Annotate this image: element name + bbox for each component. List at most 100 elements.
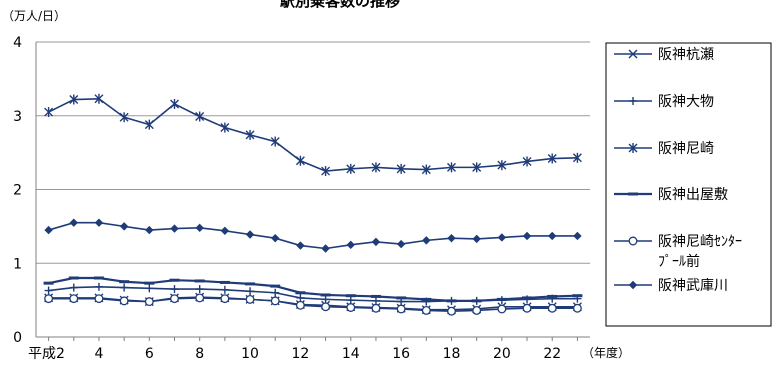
legend-label: 阪神尼崎: [658, 141, 714, 157]
x-tick-label: 22: [543, 346, 561, 362]
legend-marker: [628, 143, 638, 153]
x-tick-label: 16: [392, 346, 410, 362]
legend-item: 阪神大物: [614, 94, 714, 110]
legend-marker: [628, 49, 638, 59]
data-point: [371, 303, 381, 313]
series-line: [48, 276, 578, 302]
data-point: [44, 294, 54, 304]
data-point: [497, 233, 507, 242]
series-line: [48, 297, 578, 312]
legend-marker: [628, 236, 638, 246]
data-point: [346, 303, 356, 312]
legend-marker: [629, 97, 637, 105]
y-tick-label: 4: [13, 35, 22, 51]
series-line: [48, 221, 578, 250]
series-lines: [43, 93, 583, 316]
data-point: [120, 283, 129, 292]
data-point: [371, 162, 381, 173]
data-point: [220, 294, 230, 304]
data-point: [271, 288, 280, 297]
data-point: [94, 294, 104, 304]
gridlines: [36, 41, 590, 264]
x-tick-label: 平成2: [28, 346, 65, 362]
data-point: [270, 296, 280, 306]
data-point: [497, 304, 507, 314]
data-point: [421, 306, 431, 315]
data-point: [321, 295, 330, 304]
data-point: [422, 236, 431, 245]
legend-label: 阪神杭瀬: [658, 47, 714, 63]
data-point: [396, 239, 406, 249]
legend-item: 阪神出屋敷: [614, 187, 728, 203]
data-point: [573, 231, 582, 241]
series-6: [44, 218, 582, 253]
data-point: [472, 234, 481, 244]
data-point: [271, 233, 280, 243]
data-point: [145, 284, 154, 293]
data-point: [170, 294, 179, 304]
data-point: [371, 296, 380, 305]
data-point: [220, 122, 230, 133]
data-point: [447, 306, 456, 316]
x-tick-label: 10: [241, 346, 259, 362]
data-point: [69, 218, 78, 227]
data-point: [321, 302, 331, 312]
data-point: [497, 160, 507, 171]
data-point: [195, 285, 204, 294]
data-point: [245, 129, 255, 140]
x-tick-label: 6: [145, 346, 154, 362]
legend-marker: [628, 280, 638, 290]
data-point: [270, 136, 280, 147]
data-point: [119, 112, 129, 123]
y-tick-label: 0: [13, 330, 22, 346]
legend-label: 阪神武庫川: [658, 277, 728, 294]
data-point: [522, 156, 532, 167]
x-axis-unit-label: （年度）: [582, 345, 630, 360]
data-point: [547, 303, 557, 313]
data-point: [195, 111, 205, 122]
data-point: [295, 300, 305, 310]
data-point: [44, 225, 53, 235]
y-tick-label: 2: [13, 183, 22, 199]
data-point: [547, 153, 557, 164]
series-line: [48, 97, 578, 172]
legend-item: 阪神尼崎ｾﾝﾀｰ ﾌﾟｰﾙ前: [614, 234, 742, 270]
data-point: [421, 164, 431, 175]
data-point: [170, 285, 179, 294]
data-point: [548, 231, 557, 241]
data-point: [144, 119, 154, 130]
x-tick-label: 12: [291, 346, 309, 362]
legend-box: [605, 42, 772, 327]
x-tick-label: 4: [94, 346, 103, 362]
data-point: [371, 237, 381, 247]
y-axis-unit-label: （万人/日）: [2, 9, 66, 23]
x-tick-label: 18: [443, 346, 461, 362]
data-point: [245, 230, 255, 239]
data-point: [69, 283, 78, 292]
data-point: [94, 218, 104, 227]
data-point: [145, 225, 154, 235]
legend-label: ﾌﾟｰﾙ前: [658, 253, 700, 270]
x-tick-label: 20: [493, 346, 511, 362]
series-5: [44, 293, 582, 316]
data-point: [296, 293, 305, 302]
x-tick-label: 8: [195, 346, 204, 362]
data-point: [44, 286, 53, 295]
data-point: [94, 282, 103, 291]
legend-label: 阪神出屋敷: [658, 187, 728, 203]
data-point: [295, 155, 305, 166]
data-point: [447, 233, 456, 243]
data-point: [447, 162, 456, 173]
data-point: [572, 152, 582, 163]
data-point: [195, 223, 204, 233]
legend-label: 阪神大物: [658, 94, 714, 110]
data-point: [396, 304, 406, 314]
x-tick-label: 14: [342, 346, 360, 362]
data-point: [472, 162, 482, 173]
data-point: [144, 297, 154, 307]
data-point: [44, 107, 54, 118]
data-point: [472, 306, 482, 315]
data-point: [321, 166, 331, 177]
